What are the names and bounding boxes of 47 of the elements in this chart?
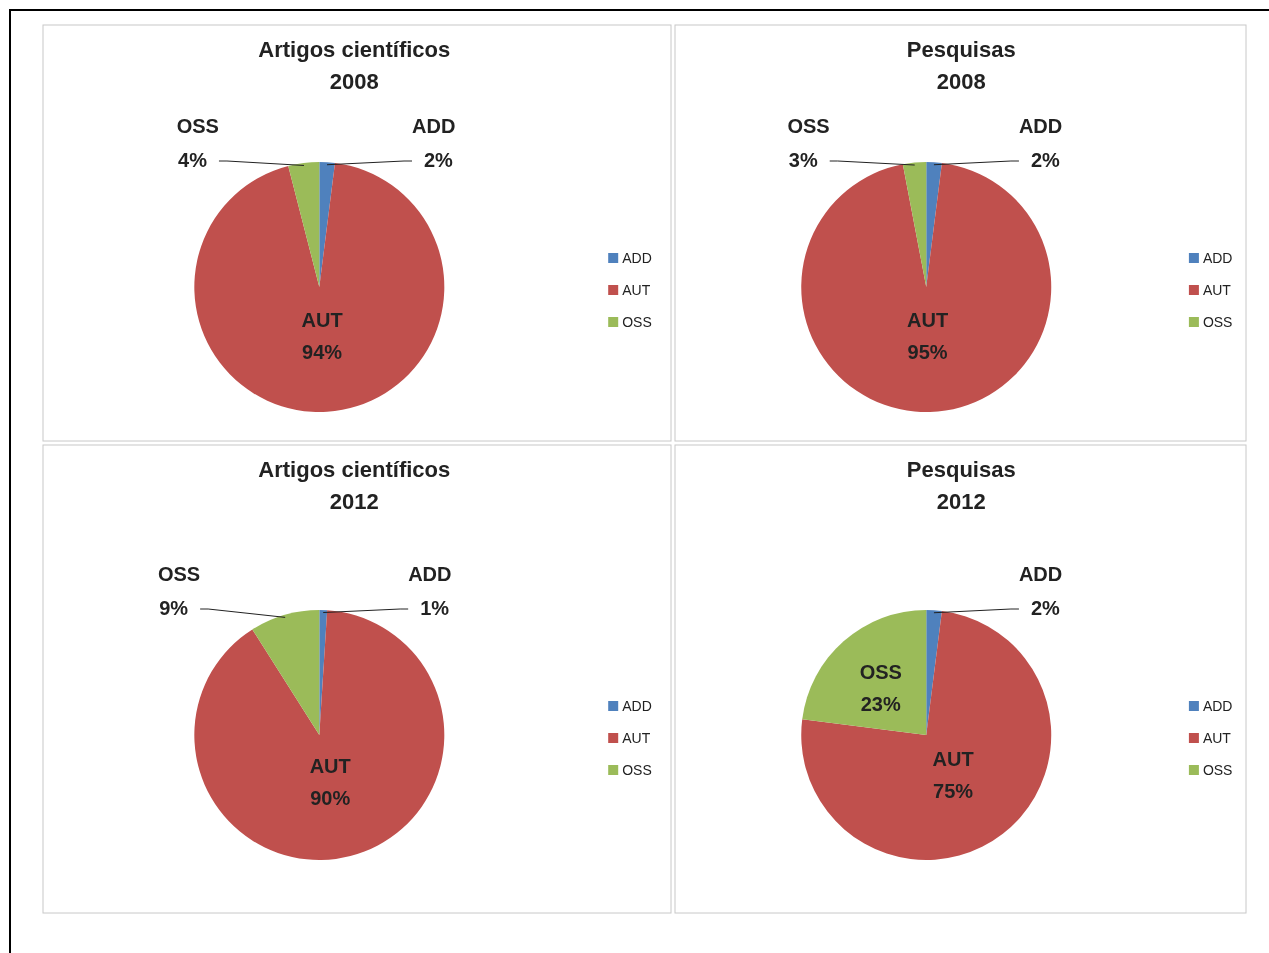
legend-label: ADD xyxy=(622,698,652,714)
legend-label: AUT xyxy=(622,730,651,746)
slice-label: OSS xyxy=(859,661,902,684)
legend-label: ADD xyxy=(1202,698,1233,714)
pie-slice xyxy=(319,162,335,287)
legend-label: OSS xyxy=(622,762,652,778)
slice-label: AUT xyxy=(932,747,974,770)
data-label: 9% xyxy=(159,597,189,619)
data-label: 75% xyxy=(933,779,974,802)
pie-slice xyxy=(926,610,942,735)
chart-title: Pesquisas 2008 xyxy=(906,37,1016,94)
legend-label: OSS xyxy=(1202,762,1233,778)
legend-label: AUT xyxy=(622,282,651,298)
slice-label: OSS xyxy=(787,115,830,137)
legend-label: ADD xyxy=(1202,250,1233,266)
data-label: 1% xyxy=(420,597,450,619)
legend-label: AUT xyxy=(1202,282,1232,298)
data-label: 23% xyxy=(860,693,902,716)
slice-label: AUT xyxy=(301,308,343,331)
pie-slice xyxy=(288,162,320,287)
pie-slice xyxy=(926,162,942,287)
slice-label: AUT xyxy=(309,755,351,778)
pie-slice xyxy=(319,610,328,735)
slice-label: OSS xyxy=(176,115,219,137)
data-label: 90% xyxy=(310,787,351,810)
chart-title: Pesquisas 2012 xyxy=(906,457,1016,514)
data-label: 2% xyxy=(424,149,454,171)
data-label: 94% xyxy=(302,340,343,363)
slice-label: ADD xyxy=(412,115,456,137)
slice-label: AUT xyxy=(907,308,949,331)
legend-label: AUT xyxy=(1202,730,1232,746)
data-label: 4% xyxy=(178,149,208,171)
pie-slice xyxy=(252,610,320,735)
data-label: 3% xyxy=(788,149,818,171)
chart-title: Artigos científicos 2008 xyxy=(258,37,451,94)
legend-label: OSS xyxy=(622,314,652,330)
chart-title: Artigos científicos 2012 xyxy=(258,457,451,514)
pie-slice xyxy=(802,610,927,735)
legend-label: OSS xyxy=(1202,314,1233,330)
data-label: 2% xyxy=(1030,597,1061,619)
slice-label: ADD xyxy=(1018,115,1063,137)
data-label: 95% xyxy=(907,340,948,363)
legend-label: ADD xyxy=(622,250,652,266)
slice-label: OSS xyxy=(157,563,201,585)
slice-label: ADD xyxy=(1018,563,1063,585)
slice-label: ADD xyxy=(408,563,452,585)
data-label: 2% xyxy=(1030,149,1061,171)
